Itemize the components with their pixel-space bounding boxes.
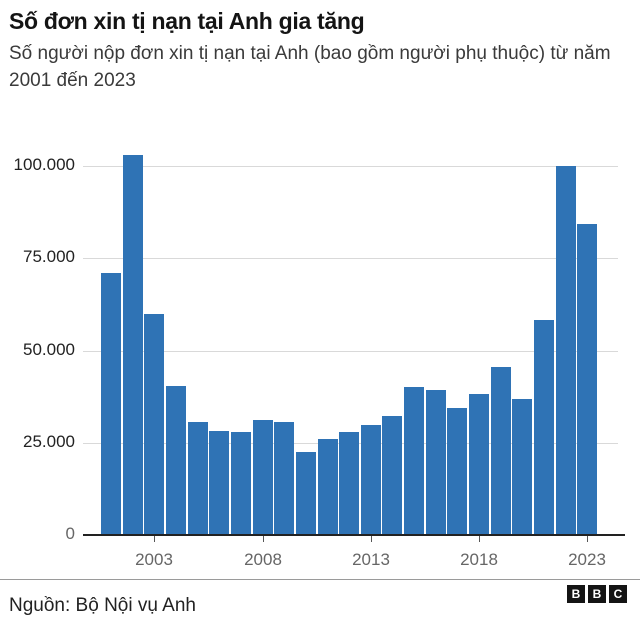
x-tick-label: 2023 [568, 550, 606, 569]
footer-divider [0, 579, 640, 580]
y-tick-label: 25.000 [23, 432, 75, 451]
bar-2006 [209, 430, 230, 535]
bar-2019 [490, 367, 511, 535]
bar-2009 [274, 422, 295, 535]
bar-2018 [469, 393, 490, 535]
chart-subtitle: Số người nộp đơn xin tị nạn tại Anh (bao… [9, 43, 611, 91]
bar-2010 [295, 451, 316, 535]
x-tick-mark [154, 536, 155, 542]
bar-2013 [360, 424, 381, 535]
bar-2002 [122, 154, 143, 535]
bar-2007 [230, 431, 251, 535]
bar-2022 [555, 166, 576, 535]
y-tick-label: 50.000 [23, 340, 75, 359]
x-tick-mark [587, 536, 588, 542]
bar-2021 [534, 319, 555, 535]
x-tick-mark [263, 536, 264, 542]
x-tick-label: 2008 [244, 550, 282, 569]
y-tick-label: 0 [65, 524, 75, 543]
gridline [83, 166, 618, 167]
bar-2008 [252, 419, 273, 535]
bar-2011 [317, 439, 338, 535]
x-tick-label: 2003 [135, 550, 173, 569]
x-tick-label: 2018 [460, 550, 498, 569]
x-axis-line [83, 534, 625, 536]
gridline [83, 258, 618, 259]
bbc-logo-letter: C [609, 585, 627, 603]
y-tick-label: 75.000 [23, 247, 75, 266]
bbc-logo-letter: B [588, 585, 606, 603]
gridline [83, 351, 618, 352]
x-tick-mark [479, 536, 480, 542]
bar-2015 [404, 387, 425, 535]
bar-2005 [187, 422, 208, 535]
chart-title: Số đơn xin tị nạn tại Anh gia tăng [9, 8, 365, 34]
bar-2016 [425, 389, 446, 535]
bar-2012 [339, 431, 360, 535]
bar-2004 [165, 385, 186, 535]
bbc-logo-letter: B [567, 585, 585, 603]
bar-2017 [447, 408, 468, 535]
x-tick-label: 2013 [352, 550, 390, 569]
x-tick-mark [371, 536, 372, 542]
source-note: Nguồn: Bộ Nội vụ Anh [9, 595, 196, 616]
bbc-logo: B B C [567, 585, 627, 603]
bar-2020 [512, 398, 533, 535]
bar-2001 [101, 273, 122, 535]
y-tick-label: 100.000 [13, 155, 75, 174]
bar-2023 [577, 223, 598, 535]
bar-2014 [382, 415, 403, 535]
bar-2003 [144, 313, 165, 535]
